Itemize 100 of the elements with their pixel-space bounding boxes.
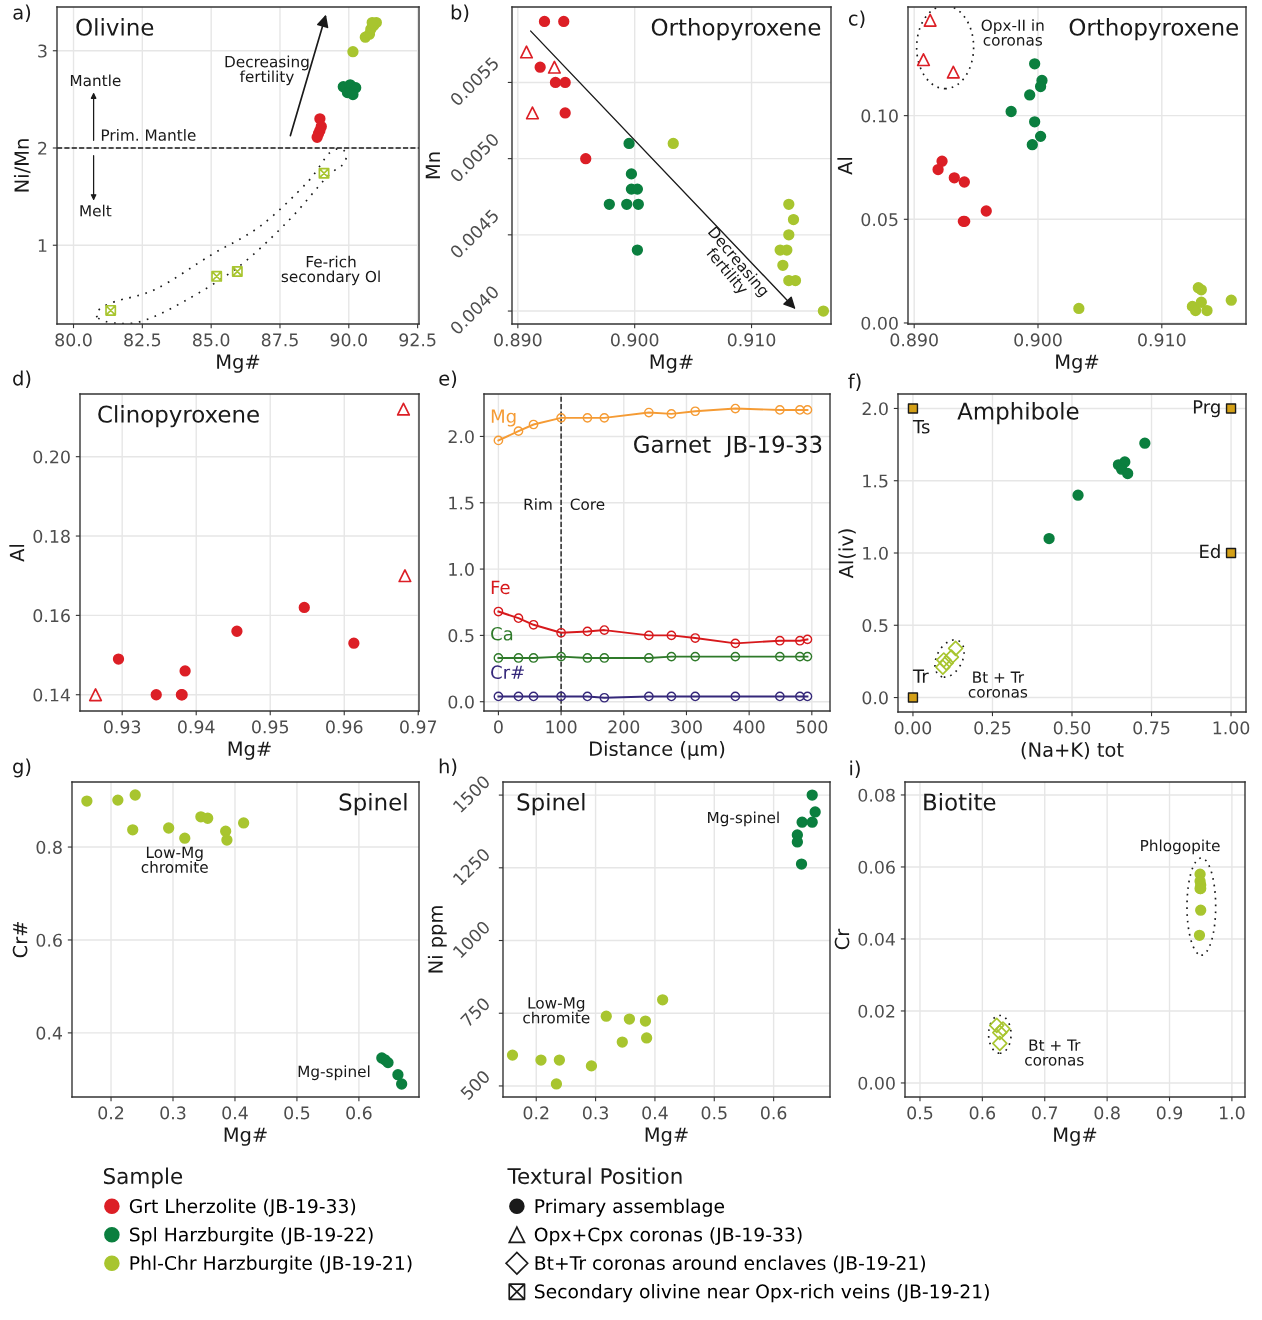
text: g) [13,758,31,778]
text: a) [13,4,31,22]
x-axis-title: (Na+K) tot [1021,742,1124,760]
x-tick-label: 1.0 [1220,1106,1245,1120]
annotation: Rim [524,498,552,510]
x-axis-title: Mg# [224,1127,267,1146]
y-tick-label: 0.4 [36,1026,62,1040]
x-tick-label: 0.900 [1014,333,1062,347]
annotation: Bt + Tr coronas [968,671,1028,698]
x-tick-label: 0.95 [252,720,289,734]
x-tick-label: 400 [733,720,765,734]
x-axis-title: Mg# [645,1127,688,1146]
data-label: Prg [1193,400,1220,418]
annotation: Bt + Tr coronas [1025,1039,1084,1066]
data-label: Tr [912,669,929,683]
x-tick-label: 0.6 [969,1106,996,1120]
x-tick-label: 0.5 [907,1106,933,1120]
series-label: Cr# [491,665,524,680]
x-axis-title: Distance (µm) [590,741,725,760]
legend-label: Bt+Tr coronas around enclaves (JB-19-21) [535,1255,925,1274]
x-tick-label: 0.3 [160,1106,186,1120]
x-tick-label: 0.890 [890,333,938,347]
x-tick-label: 0.910 [727,333,776,347]
y-tick-label: 0.0 [862,691,888,705]
x-tick-label: 0.6 [346,1106,372,1120]
y-tick-label: 1.0 [449,562,474,576]
x-tick-label: 0.00 [894,721,932,735]
text: d) [13,370,31,388]
annotation: Mg-spinel [298,1065,370,1081]
chart-title: Orthopyroxene [1069,18,1239,41]
y-tick-label: 0.05 [861,213,898,227]
legend-label: Phl-Chr Harzburgite (JB-19-21) [130,1255,412,1274]
x-tick-label: 82.5 [124,333,161,347]
annotation: Decreasing fertility [225,55,309,86]
chart-title: Olivine [76,18,154,36]
y-tick-label: 0.5 [862,618,888,633]
data-label: Ed [1200,544,1220,559]
x-tick-label: 500 [796,720,828,734]
y-axis-title: Al(iv) [838,529,856,579]
legend-label: Secondary olivine near Opx-rich veins (JB-19-21) [534,1284,989,1303]
x-tick-label: 0 [494,720,503,734]
x-tick-label: 0.2 [98,1106,124,1120]
annotation: Fe-rich secondary Ol [281,255,380,286]
x-tick-label: 0.94 [178,720,215,734]
x-tick-label: 0.910 [1138,333,1186,347]
y-tick-label: 0.5 [448,629,474,643]
annotation: Mg-spinel [708,811,779,827]
y-tick-label: 0.18 [33,529,70,543]
data-label: Ts [912,420,930,434]
series-label: Fe [491,580,510,595]
annotation: Mantle [70,74,121,87]
y-axis-title: Al [9,544,25,562]
annotation: Low-Mg chromite [141,846,208,873]
x-axis-title: Mg# [650,354,693,373]
text: h) [439,758,457,776]
y-tick-label: 2.0 [862,402,888,416]
y-tick-label: 0.08 [858,788,895,802]
y-tick-label: 0.00 [858,1076,895,1090]
x-tick-label: 0.4 [222,1106,248,1120]
y-tick-label: 750 [459,996,491,1028]
text: f) [848,373,861,391]
ref-line-label: Prim. Mantle [101,129,196,141]
legend-title: Textural Position [507,1167,682,1185]
y-tick-label: 2.0 [448,430,474,444]
x-tick-label: 87.5 [261,333,298,347]
y-tick-label: 0.6 [36,933,62,947]
x-tick-label: 0.97 [400,720,437,734]
chart-title: Spinel [517,792,585,816]
chart-title: Spinel [339,792,407,816]
x-tick-label: 0.2 [523,1106,549,1120]
x-tick-label: 0.900 [610,333,659,347]
legend-label: Primary assemblage [535,1198,725,1217]
x-tick-label: 0.890 [494,333,542,347]
x-axis-title: Mg# [1056,354,1099,373]
y-tick-label: 0.06 [858,860,895,874]
annotation: Phlogopite [1141,839,1220,855]
x-axis-title: Mg# [217,354,260,373]
x-tick-label: 0.96 [326,720,363,734]
text: e) [439,370,457,388]
y-tick-label: 0.0 [448,695,474,709]
legend-label: Grt Lherzolite (JB-19-33) [129,1198,356,1217]
series-label: Ca [491,626,513,641]
series-label: Mg [491,409,516,427]
x-tick-label: 100 [546,720,577,734]
x-tick-label: 80.0 [55,333,92,347]
y-axis-title: Ni ppm [427,906,447,973]
y-tick-label: 0.10 [861,109,898,123]
text: Garnet JB-19-33 [634,435,822,458]
x-tick-label: 0.7 [1032,1106,1058,1120]
text: b) [451,4,469,22]
x-tick-label: 0.50 [1053,721,1091,735]
y-tick-label: 0.16 [33,609,70,623]
y-tick-label: 0.00 [861,316,898,330]
y-tick-label: 0.04 [858,932,895,946]
y-tick-label: 1.5 [863,474,888,488]
x-tick-label: 0.4 [642,1106,668,1120]
text: i) [850,760,860,778]
x-tick-label: 0.3 [582,1106,608,1120]
y-tick-label: 0.02 [858,1004,895,1018]
chart-title: Orthopyroxene [651,18,821,41]
